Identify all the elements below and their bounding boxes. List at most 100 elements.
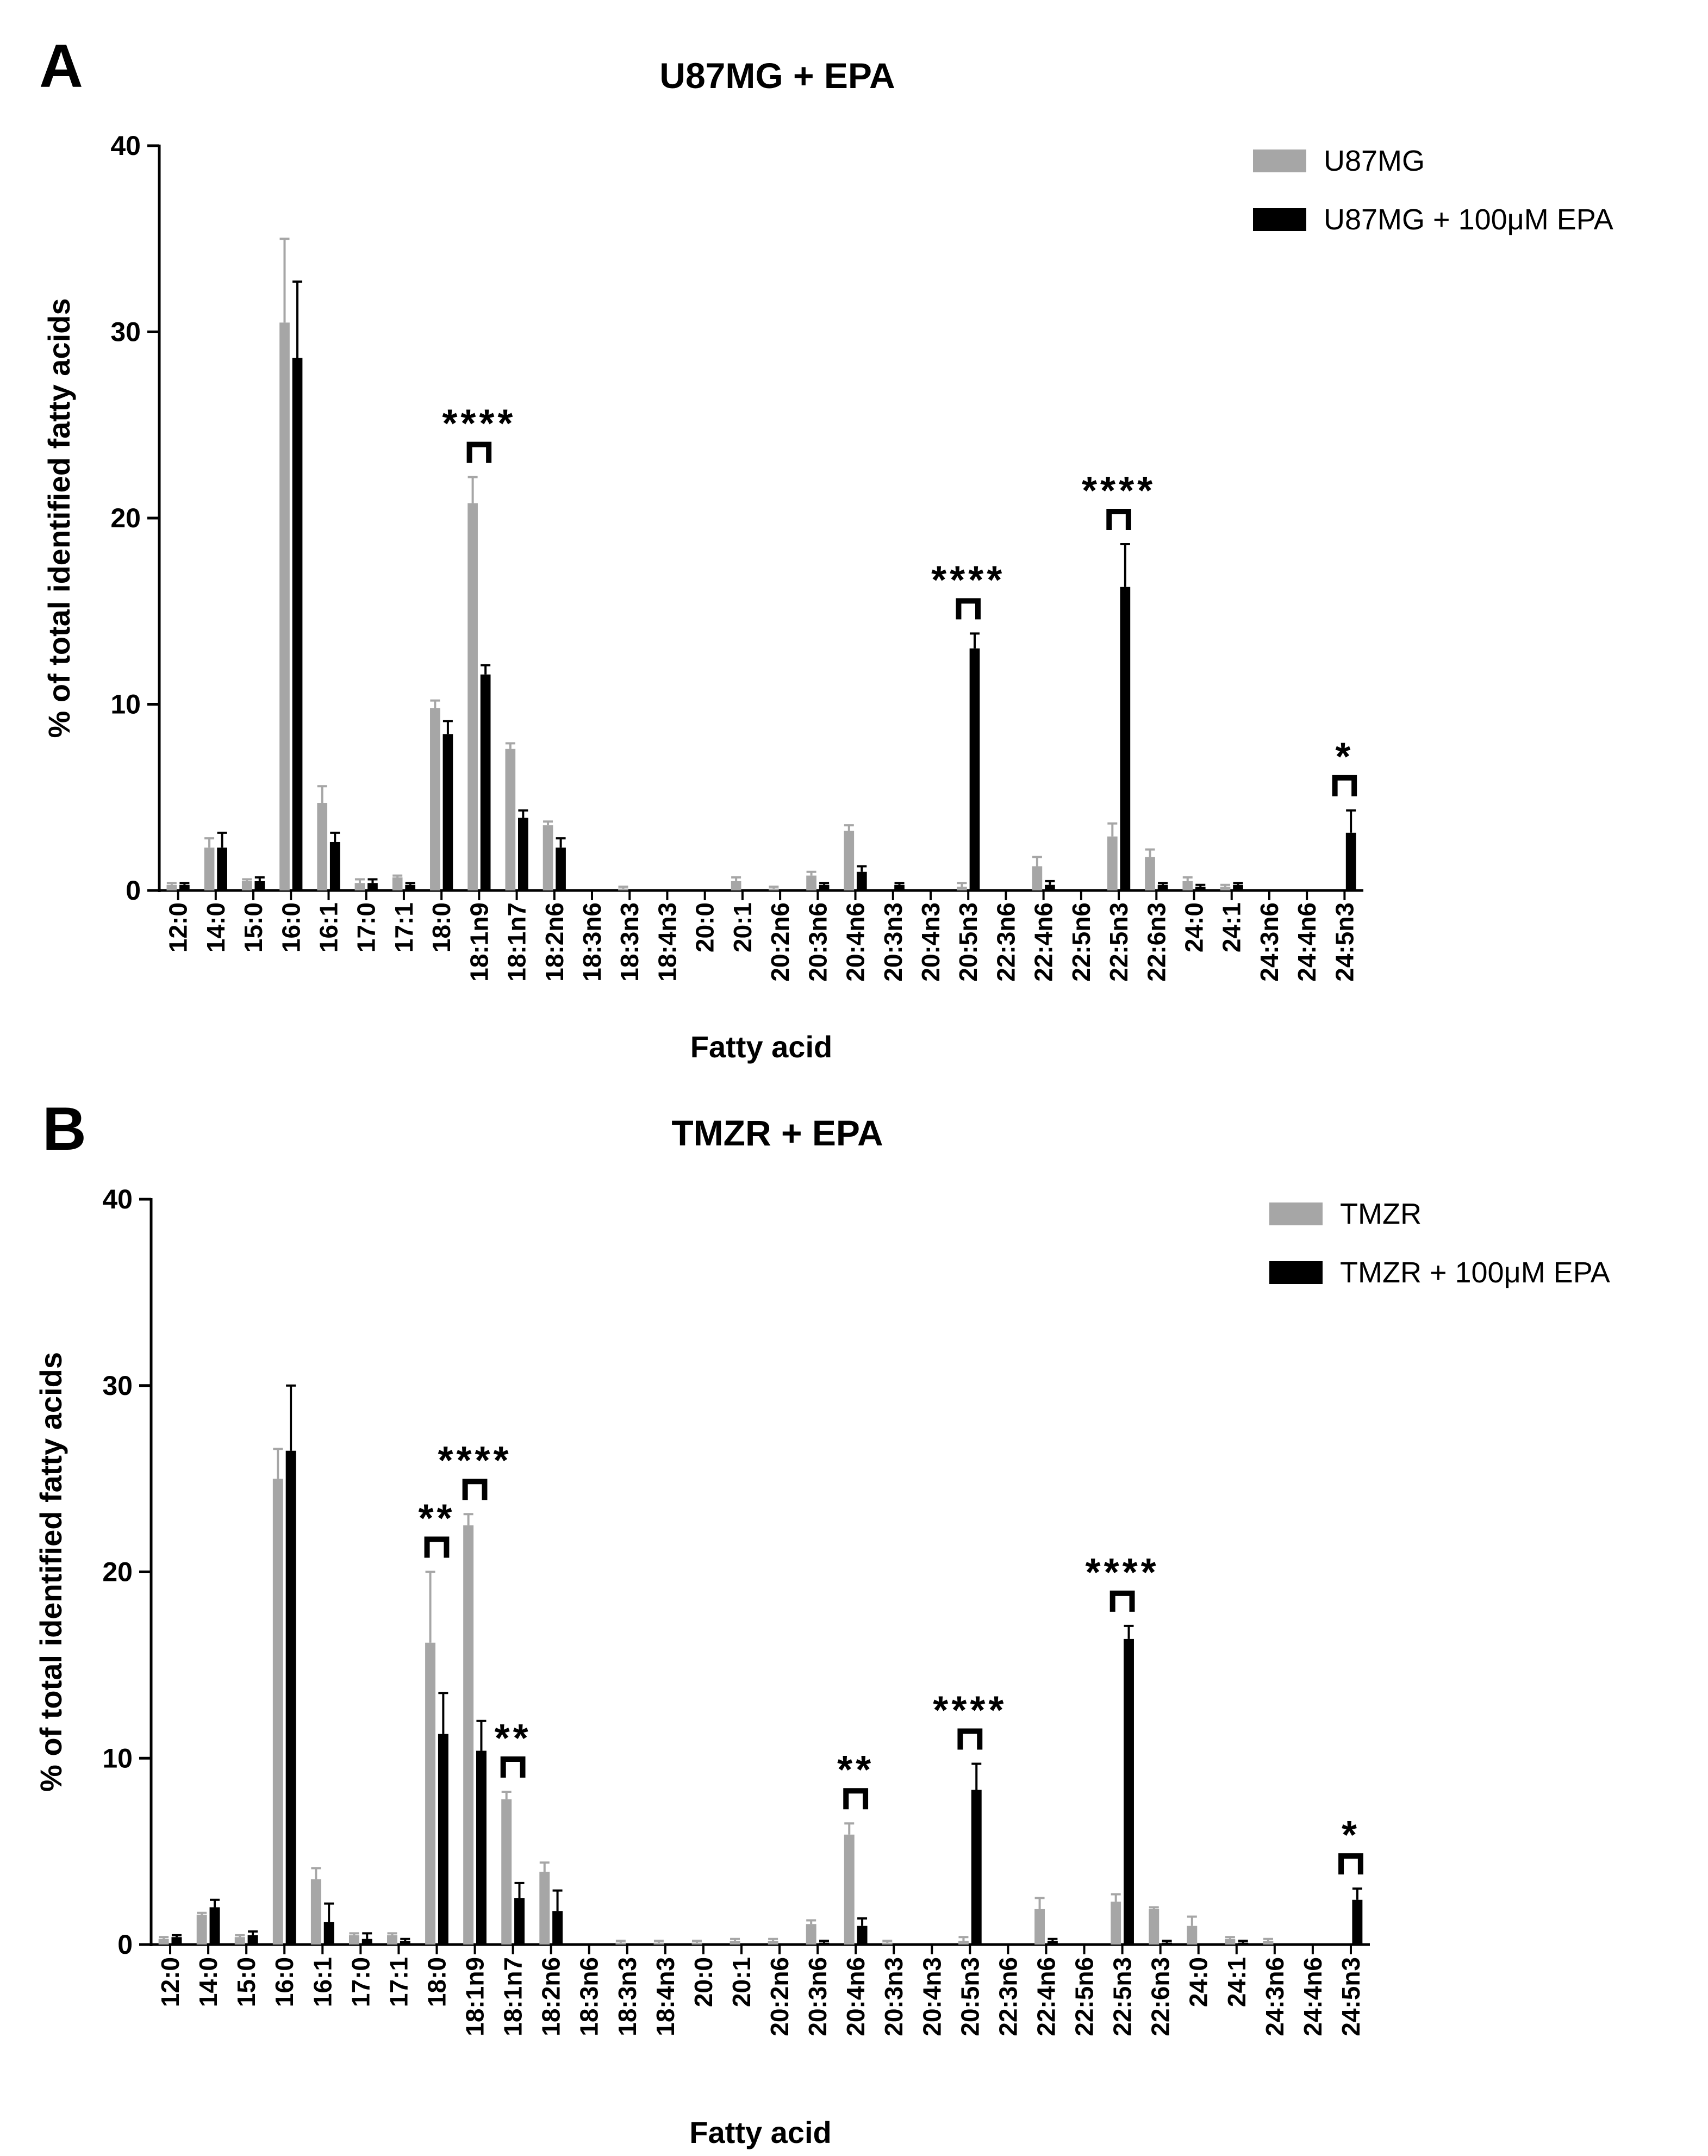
panel-b: B TMZR + EPA 0 10 20 30 40 % of total identif…	[34, 1095, 1610, 2149]
bar	[310, 1879, 321, 1945]
bar	[234, 1937, 245, 1945]
bar	[367, 883, 378, 890]
x-tick-label: 22:4n6	[1030, 902, 1058, 982]
x-tick-label: 20:1	[727, 1957, 756, 2007]
legend-label: U87MG + 100μM EPA	[1324, 203, 1613, 236]
x-tick-label: 22:5n3	[1108, 1957, 1137, 2036]
x-tick-label: 17:1	[390, 902, 418, 952]
x-tick-label: 18:1n9	[465, 902, 493, 982]
significance-label: ****	[1082, 469, 1156, 513]
x-tick-label: 20:2n6	[766, 902, 794, 982]
x-tick-label: 24:4n6	[1293, 902, 1321, 982]
bar	[556, 848, 566, 890]
bar	[539, 1872, 550, 1945]
significance-bracket	[957, 1728, 983, 1750]
x-tick-label: 24:3n6	[1261, 1957, 1289, 2036]
bar	[1111, 1902, 1121, 1945]
x-tick-label: 22:6n3	[1142, 902, 1170, 982]
bar	[166, 884, 177, 890]
bar	[844, 831, 855, 890]
x-axis-title: Fatty acid	[689, 2115, 831, 2149]
bar	[518, 818, 528, 890]
x-tick-label: 18:1n9	[461, 1957, 489, 2036]
significance-label: *	[1342, 1814, 1360, 1857]
bar	[1149, 1909, 1160, 1945]
significance-bracket	[466, 441, 492, 463]
significance-bracket	[500, 1756, 526, 1778]
bar	[1352, 1899, 1363, 1945]
x-tick-label: 12:0	[156, 1957, 184, 2007]
bar	[894, 884, 905, 890]
y-tick-label: 20	[110, 503, 141, 533]
y-tick-label: 40	[110, 130, 141, 161]
bar	[171, 1937, 182, 1945]
legend-swatch	[1269, 1202, 1323, 1225]
legend-label: TMZR	[1340, 1198, 1422, 1230]
bar	[1233, 884, 1243, 890]
x-tick-label: 22:5n6	[1070, 1957, 1099, 2036]
bar	[1182, 881, 1193, 890]
bar	[1157, 884, 1168, 890]
bar	[272, 1479, 283, 1945]
bar	[1225, 1939, 1236, 1945]
significance-bracket	[1338, 1853, 1363, 1875]
x-tick-label: 22:3n6	[992, 902, 1020, 982]
y-tick-label: 40	[102, 1184, 133, 1214]
bar	[317, 803, 328, 890]
bar	[392, 877, 403, 890]
bar	[467, 503, 478, 890]
x-tick-label: 14:0	[202, 902, 230, 952]
significance-bracket	[424, 1536, 450, 1558]
x-tick-label: 24:1	[1218, 902, 1246, 952]
panel-b-letter: B	[42, 1095, 86, 1163]
bar	[387, 1935, 397, 1945]
bar	[405, 884, 416, 890]
significance-label: ****	[1086, 1551, 1160, 1594]
bar	[292, 358, 303, 890]
x-tick-label: 20:3n6	[803, 1957, 832, 2036]
significance-label: ****	[931, 558, 1005, 602]
x-tick-label: 18:0	[422, 1957, 451, 2007]
significance-bracket	[1109, 1590, 1135, 1612]
x-tick-label: 18:2n6	[540, 902, 569, 982]
x-tick-label: 20:4n6	[841, 902, 870, 982]
x-tick-label: 17:1	[384, 1957, 413, 2007]
x-tick-label: 17:0	[346, 1957, 375, 2007]
bar	[1220, 887, 1231, 890]
panel-a-letter: A	[39, 32, 83, 100]
x-tick-label: 20:4n6	[841, 1957, 870, 2036]
x-tick-label: 20:3n6	[803, 902, 832, 982]
bar	[857, 1926, 868, 1945]
x-tick-label: 24:0	[1180, 902, 1208, 952]
bar	[430, 708, 440, 890]
bar	[425, 1642, 436, 1945]
bar	[806, 875, 816, 890]
bar	[241, 881, 252, 890]
legend-label: TMZR + 100μM EPA	[1340, 1256, 1610, 1289]
x-tick-label: 20:3n3	[880, 1957, 908, 2036]
x-axis-title: Fatty acid	[690, 1030, 832, 1064]
x-tick-label: 18:3n3	[613, 1957, 641, 2036]
legend-swatch	[1253, 208, 1306, 231]
x-tick-label: 18:1n7	[503, 902, 531, 982]
x-tick-label: 24:3n6	[1255, 902, 1283, 982]
x-tick-label: 20:2n6	[765, 1957, 794, 2036]
bar	[806, 1924, 816, 1945]
x-tick-label: 18:4n3	[651, 1957, 680, 2036]
bar	[856, 871, 867, 890]
panel-a: A U87MG + EPA 0 10 20 30 40 % of total identi…	[39, 32, 1613, 1064]
bar	[882, 1942, 893, 1945]
y-tick-label: 0	[117, 1929, 133, 1960]
bar	[463, 1525, 474, 1945]
bar	[361, 1939, 372, 1945]
x-tick-label: 22:5n6	[1067, 902, 1095, 982]
significance-bracket	[1106, 508, 1131, 530]
bar	[618, 888, 628, 890]
bar	[476, 1750, 487, 1945]
bar	[1047, 1941, 1058, 1945]
bar	[480, 674, 491, 890]
bar	[285, 1450, 296, 1945]
x-tick-label: 17:0	[352, 902, 381, 952]
bar	[442, 734, 453, 890]
bar	[731, 881, 741, 890]
